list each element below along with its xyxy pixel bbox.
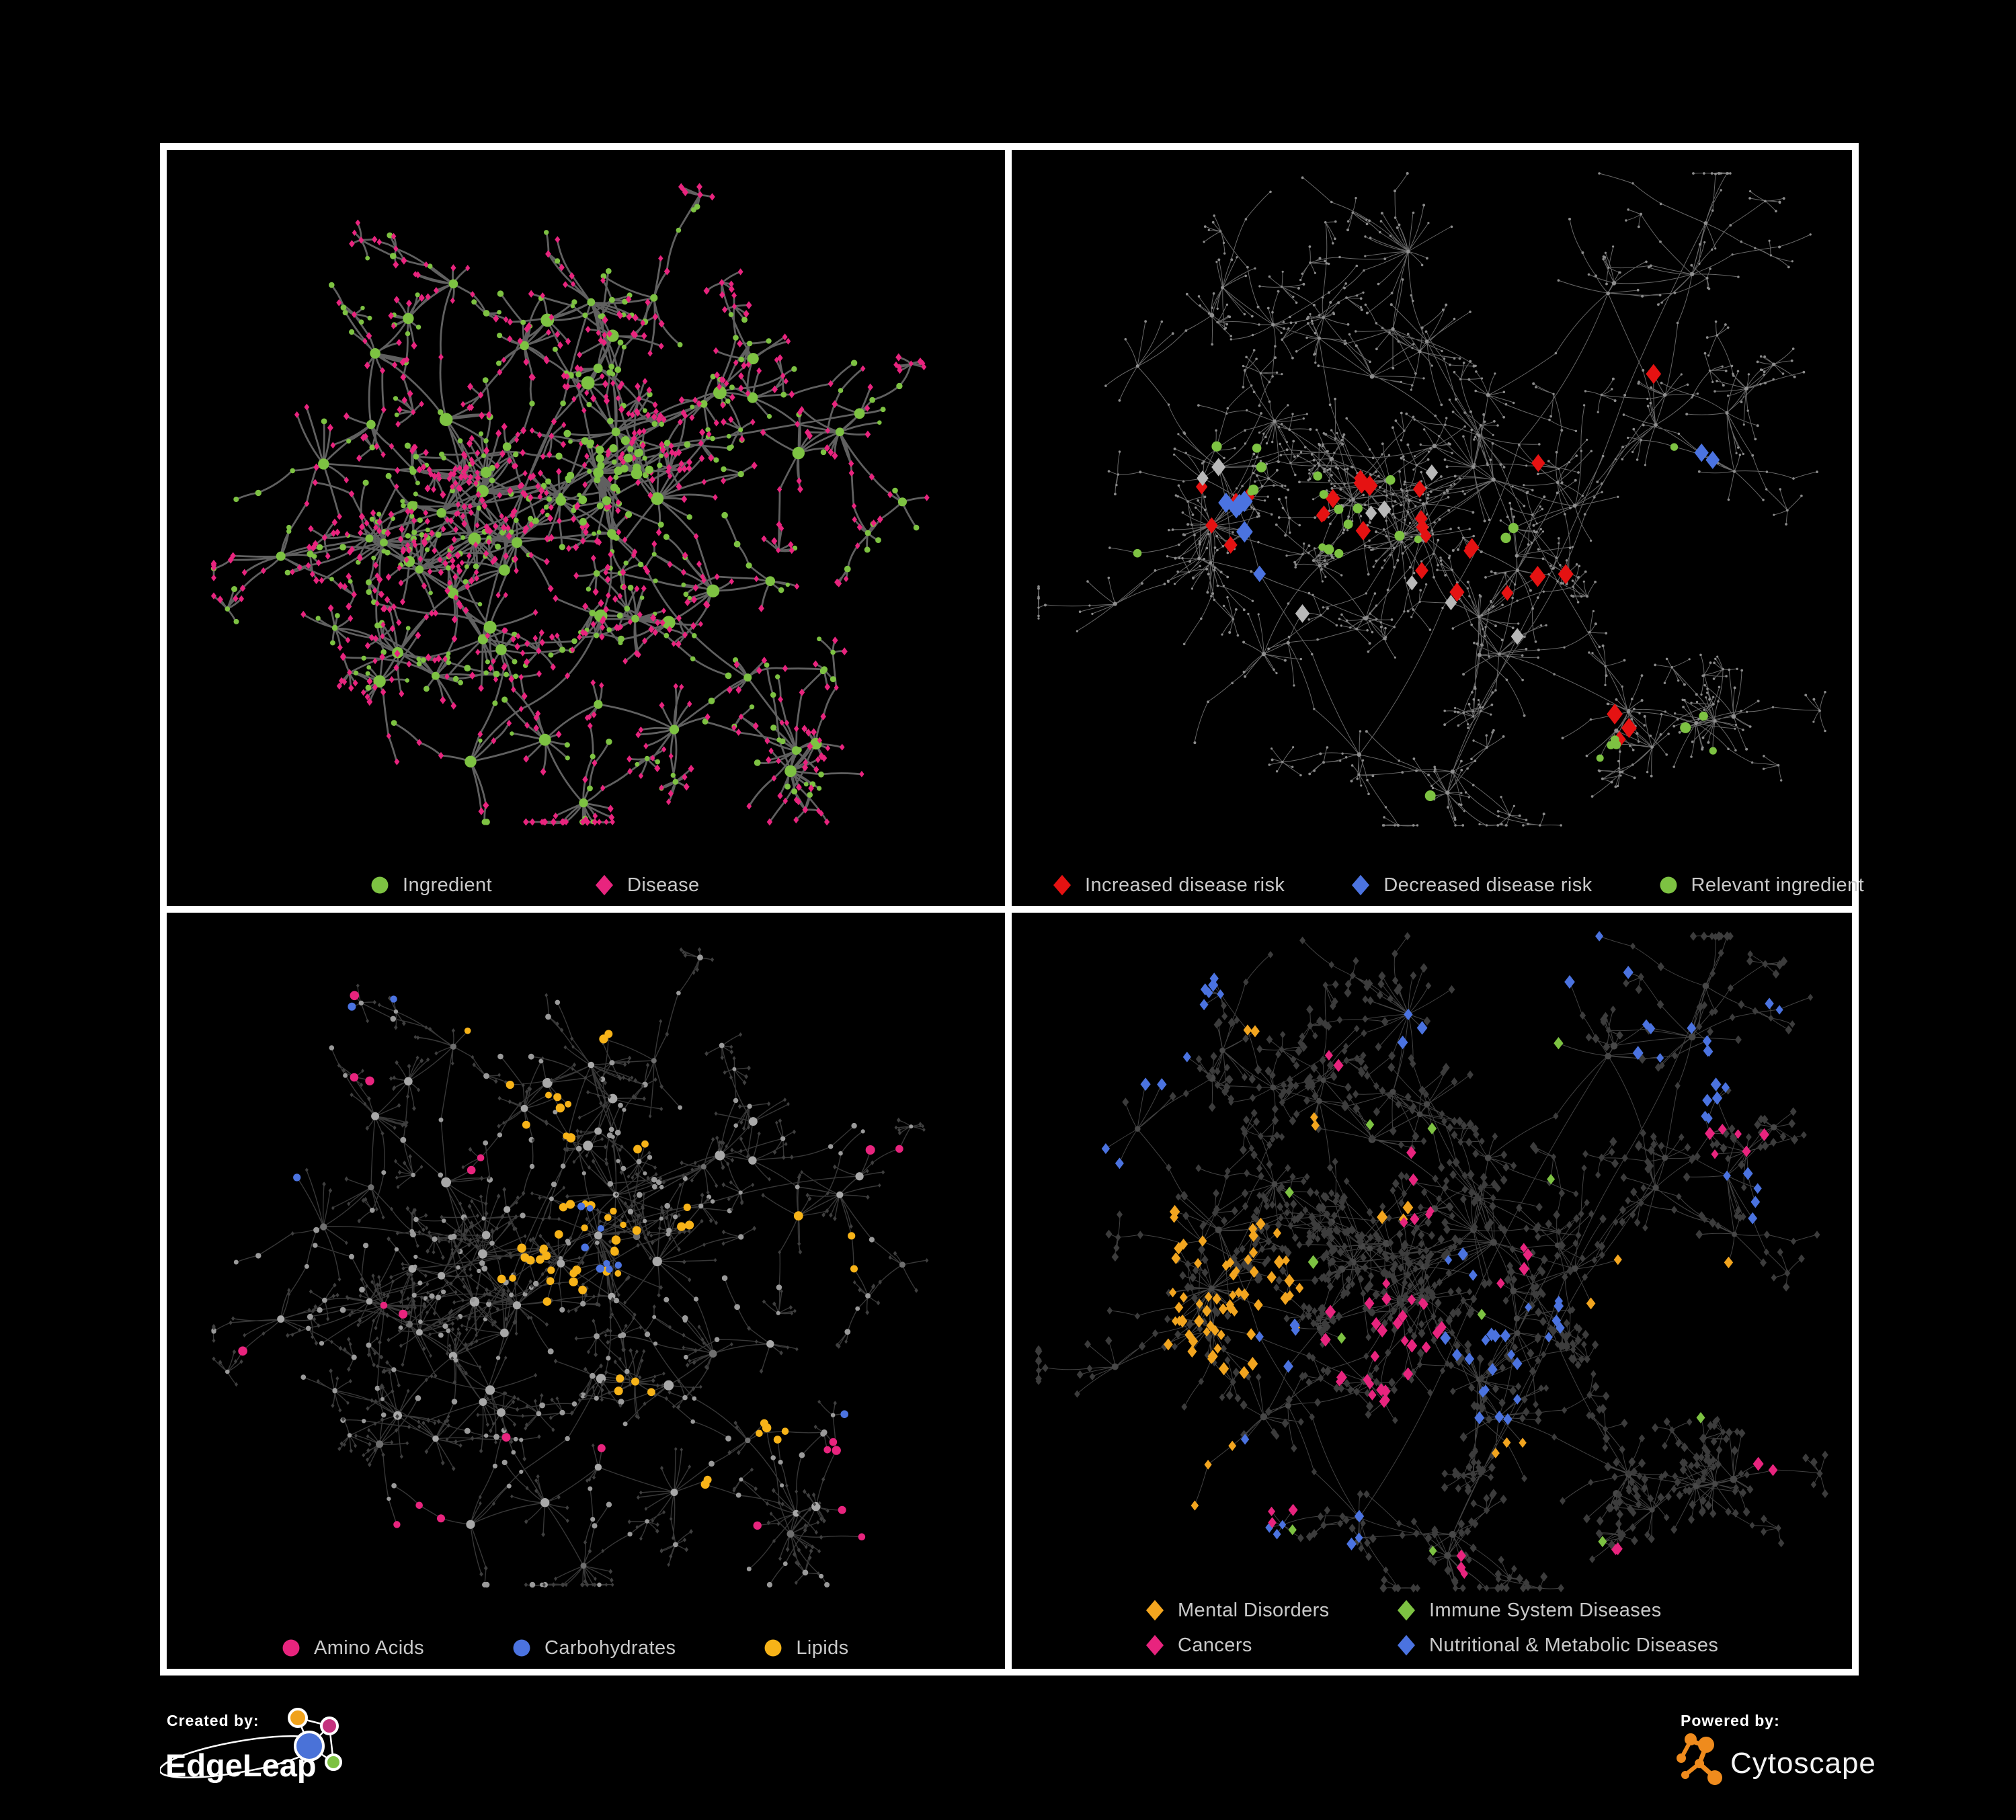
legend-label: Immune System Diseases [1429,1599,1662,1621]
legend-label: Decreased disease risk [1383,874,1592,896]
diamond-marker-icon [595,874,614,896]
legend-item-carbohydrates: Carbohydrates [510,1637,676,1659]
disease-risk-legend: Increased disease risk Decreased disease … [1012,874,1864,897]
ingredient-disease-legend: Ingredient Disease [167,874,1005,897]
macronutrient-network-graph [211,947,929,1588]
macronutrient-legend: Amino Acids Carbohydrates Lipids [167,1637,1005,1659]
legend-item-mental-disorders: Mental Disorders [1143,1599,1395,1622]
legend-item-decreased-disease-risk: Decreased disease risk [1349,874,1592,897]
disease-category-network-graph [1035,931,1828,1593]
legend-label: Lipids [796,1637,849,1659]
diamond-marker-icon [1397,1600,1416,1621]
legend-label: Carbohydrates [544,1637,676,1659]
circle-marker-icon [764,1639,782,1657]
legend-label: Relevant ingredient [1691,874,1865,896]
circle-marker-icon [371,876,389,894]
powered-by-label: Powered by: [1681,1712,1780,1729]
diamond-marker-icon [1053,874,1072,896]
panel-disease-risk-network: Increased disease risk Decreased disease … [1005,143,1864,913]
legend-item-amino-acids: Amino Acids [280,1637,424,1659]
cytoscape-logo: Powered by: Cytoscape [1677,1712,1876,1785]
diamond-marker-icon [1145,1600,1164,1621]
panel-ingredient-disease-network: Ingredient Disease [160,143,1012,913]
edgeleap-logo: Created by: EdgeLeap [160,1708,342,1783]
legend-item-disease: Disease [593,874,700,897]
legend-item-immune-system-diseases: Immune System Diseases [1395,1599,1718,1622]
created-by-label: Created by: [167,1712,259,1729]
legend-label: Amino Acids [314,1637,424,1659]
cytoscape-wordmark: Cytoscape [1730,1747,1876,1780]
circle-marker-icon [282,1639,300,1657]
legend-item-ingredient: Ingredient [368,874,492,897]
legend-item-nutritional-metabolic-diseases: Nutritional & Metabolic Diseases [1395,1634,1718,1657]
legend-item-cancers: Cancers [1143,1634,1395,1657]
legend-label: Ingredient [403,874,492,896]
diamond-marker-icon [1397,1635,1416,1656]
ingredient-disease-network-graph [210,183,930,826]
legend-label: Nutritional & Metabolic Diseases [1429,1634,1719,1656]
disease-category-legend: Mental Disorders Immune System Diseases Ca… [1143,1599,1718,1657]
diamond-marker-icon [1352,874,1370,896]
disease-risk-network-graph [1037,172,1826,827]
circle-marker-icon [1660,876,1677,894]
legend-label: Disease [627,874,700,896]
legend-item-lipids: Lipids [762,1637,848,1659]
cytoscape-network-icon [1677,1733,1722,1785]
diamond-marker-icon [1145,1635,1164,1656]
panel-disease-category-network: Mental Disorders Immune System Diseases Ca… [1005,906,1859,1676]
edgeleap-wordmark: EdgeLeap [165,1747,317,1783]
legend-label: Cancers [1178,1634,1252,1656]
panel-macronutrient-network: Amino Acids Carbohydrates Lipids [160,906,1012,1676]
circle-marker-icon [513,1639,530,1657]
legend-item-increased-disease-risk: Increased disease risk [1051,874,1285,897]
legend-label: Mental Disorders [1178,1599,1330,1621]
legend-label: Increased disease risk [1085,874,1285,896]
legend-item-relevant-ingredient: Relevant ingredient [1657,874,1864,897]
edgeleap-network-icon [288,1708,342,1771]
